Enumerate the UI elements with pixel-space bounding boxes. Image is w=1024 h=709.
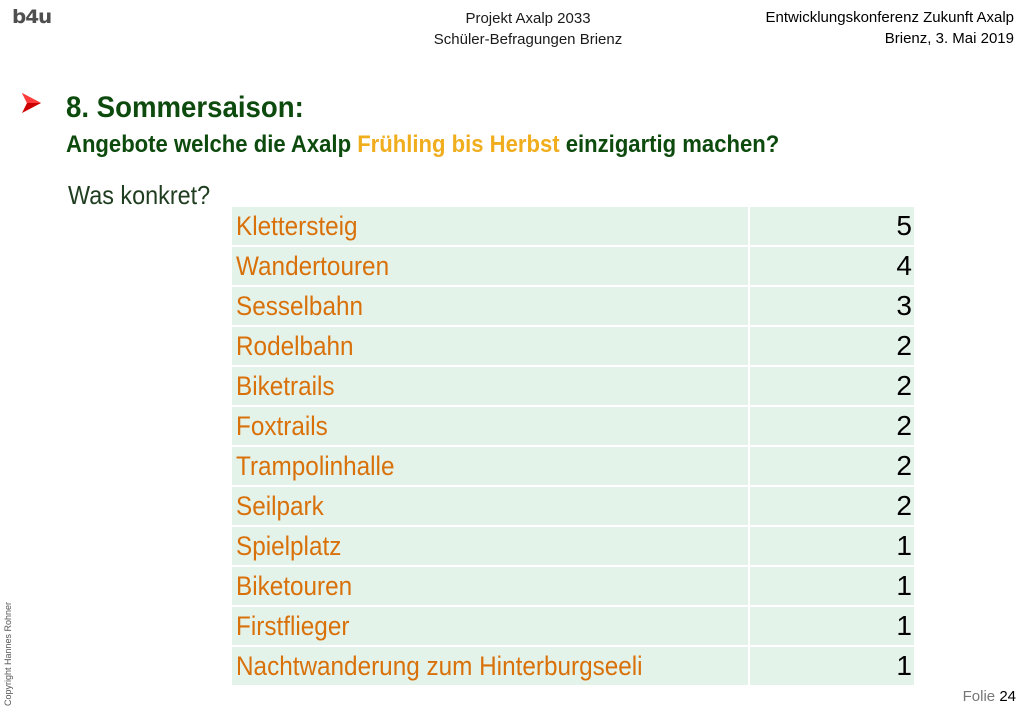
row-label-cell: Biketrails — [232, 366, 750, 407]
row-label: Trampolinhalle — [236, 450, 395, 481]
table-row: Wandertouren 4 — [232, 246, 914, 287]
row-label-cell: Nachtwanderung zum Hinterburgseeli — [232, 646, 750, 687]
project-title: Projekt Axalp 2033 — [465, 10, 591, 27]
row-count: 1 — [749, 646, 914, 687]
row-label-cell: Klettersteig — [232, 207, 750, 247]
row-label-cell: Seilpark — [232, 486, 750, 527]
row-label: Rodelbahn — [236, 330, 354, 361]
row-label: Nachtwanderung zum Hinterburgseeli — [236, 650, 643, 681]
row-label-cell: Rodelbahn — [232, 326, 750, 367]
table-row: Trampolinhalle 2 — [232, 446, 914, 487]
slide-heading: 8. Sommersaison: Angebote welche die Axa… — [66, 89, 841, 161]
table-row: Seilpark 2 — [232, 486, 914, 527]
table-row: Rodelbahn 2 — [232, 326, 914, 367]
table-row: Firstflieger 1 — [232, 606, 914, 647]
row-label-cell: Foxtrails — [232, 406, 750, 447]
conference-title: Entwicklungskonferenz Zukunft Axalp — [765, 9, 1014, 26]
row-label: Wandertouren — [236, 250, 390, 281]
row-label-cell: Spielplatz — [232, 526, 750, 567]
row-label-cell: Trampolinhalle — [232, 446, 750, 487]
row-count: 2 — [749, 326, 914, 367]
row-count: 1 — [749, 566, 914, 607]
row-count: 2 — [749, 446, 914, 487]
project-header: Projekt Axalp 2033 Schüler-Befragungen B… — [380, 8, 676, 50]
table-row: Biketouren 1 — [232, 566, 914, 607]
row-label-cell: Wandertouren — [232, 246, 750, 287]
subheading: Was konkret? — [68, 180, 211, 210]
arrow-bullet-icon — [22, 93, 41, 113]
row-label: Biketrails — [236, 370, 335, 401]
question-text-start: Angebote welche die Axalp — [66, 131, 358, 158]
slide-number-label: Folie — [962, 688, 996, 705]
slide-title: 8. Sommersaison: — [66, 91, 304, 124]
table-row: Biketrails 2 — [232, 366, 914, 407]
row-count: 1 — [749, 606, 914, 647]
b4u-logo: b4u — [12, 6, 52, 28]
slide-number: Folie 24 — [963, 688, 1016, 705]
conference-date: Brienz, 3. Mai 2019 — [884, 30, 1014, 47]
row-count: 2 — [749, 366, 914, 407]
row-label-cell: Sesselbahn — [232, 286, 750, 327]
copyright-note: Copyright Hannes Rohner — [3, 601, 13, 706]
slide-question: Angebote welche die Axalp Frühling bis H… — [66, 129, 779, 161]
table-row: Spielplatz 1 — [232, 526, 914, 567]
row-label-cell: Firstflieger — [232, 606, 750, 647]
row-label: Spielplatz — [236, 530, 342, 561]
row-label: Firstflieger — [236, 610, 350, 641]
table-row: Sesselbahn 3 — [232, 286, 914, 327]
row-label-cell: Biketouren — [232, 566, 750, 607]
row-count: 3 — [749, 286, 914, 327]
results-table: Klettersteig 5 Wandertouren 4 Sesselbahn 3 Rod… — [232, 207, 914, 687]
question-text-end: einzigartig machen? — [559, 131, 780, 158]
table-row: Foxtrails 2 — [232, 406, 914, 447]
question-highlight: Frühling bis Herbst — [357, 131, 560, 158]
row-label: Seilpark — [236, 490, 324, 521]
slide-number-value: 24 — [999, 688, 1016, 705]
table-row: Nachtwanderung zum Hinterburgseeli 1 — [232, 646, 914, 687]
conference-header: Entwicklungskonferenz Zukunft Axalp Brie… — [766, 7, 1014, 49]
table-row: Klettersteig 5 — [232, 207, 914, 247]
row-count: 4 — [749, 246, 914, 287]
row-label: Klettersteig — [236, 210, 358, 241]
row-count: 1 — [749, 526, 914, 567]
row-count: 2 — [749, 406, 914, 447]
row-label: Foxtrails — [236, 410, 328, 441]
row-count: 5 — [749, 207, 914, 247]
row-label: Sesselbahn — [236, 290, 363, 321]
row-count: 2 — [749, 486, 914, 527]
project-subtitle: Schüler-Befragungen Brienz — [433, 31, 623, 48]
row-label: Biketouren — [236, 570, 353, 601]
